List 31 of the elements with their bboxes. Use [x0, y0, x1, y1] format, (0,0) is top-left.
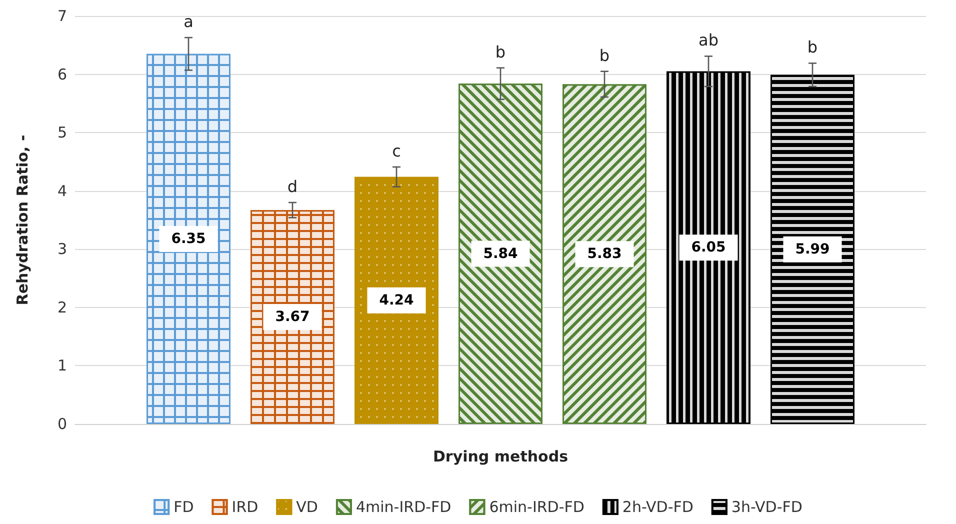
- legend-label: 3h-VD-FD: [731, 498, 802, 516]
- legend-label: 4min-IRD-FD: [356, 498, 452, 516]
- data-label: 5.83: [587, 246, 622, 262]
- legend-label: 6min-IRD-FD: [489, 498, 584, 516]
- legend-label: VD: [296, 498, 318, 516]
- y-tick-label: 1: [57, 356, 67, 375]
- data-label: 4.24: [379, 292, 414, 308]
- annotation: ab: [698, 30, 718, 50]
- y-tick-label: 2: [57, 298, 67, 316]
- legend-label: IRD: [232, 498, 258, 516]
- data-label: 5.99: [795, 241, 830, 258]
- annotation: b: [599, 46, 610, 65]
- annotation: b: [807, 38, 818, 57]
- legend-label: FD: [174, 498, 194, 516]
- annotation: b: [495, 42, 506, 62]
- y-tick-label: 4: [57, 182, 67, 200]
- data-label: 6.05: [691, 240, 726, 256]
- annotation: a: [184, 12, 194, 32]
- annotation: d: [287, 177, 298, 196]
- y-tick-label: 7: [57, 7, 67, 25]
- x-axis-title: Drying methods: [432, 448, 568, 466]
- data-label: 3.67: [275, 309, 310, 326]
- y-tick-label: 3: [57, 240, 67, 258]
- data-label: 5.84: [483, 246, 518, 262]
- data-label: 6.35: [171, 230, 206, 247]
- y-tick-label: 6: [57, 65, 67, 84]
- legend-label: 2h-VD-FD: [622, 498, 694, 516]
- y-tick-label: 5: [57, 124, 67, 142]
- y-tick-label: 0: [57, 415, 67, 433]
- annotation: c: [392, 141, 401, 160]
- y-axis-title: Rehydration Ratio, -: [14, 134, 32, 306]
